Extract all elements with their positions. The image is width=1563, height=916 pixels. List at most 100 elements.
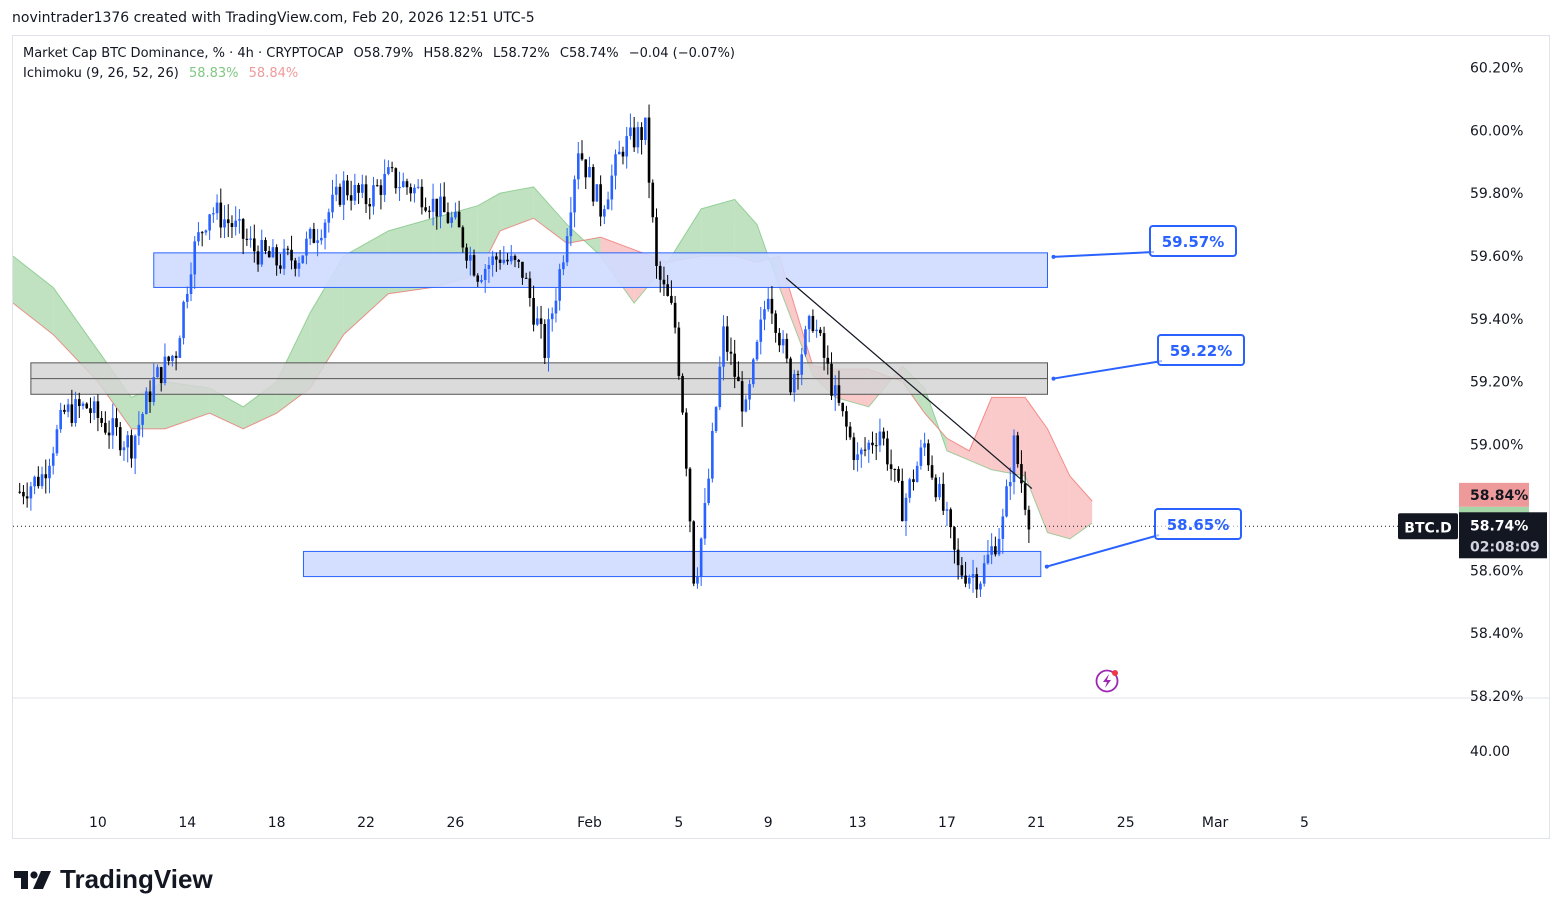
tag-symbol[interactable]: BTC.D [1398,513,1458,540]
ichimoku-cloud-segment [946,438,970,461]
x-tick-label: 21 [1027,815,1045,831]
candle-body [431,198,435,212]
candle-body [327,212,331,223]
candle-body [420,186,424,208]
candle-body [860,449,863,455]
candle-body [256,251,260,265]
level-callout[interactable]: 59.22% [1051,334,1245,381]
candle-body [591,166,595,202]
candle-body [759,319,763,342]
candle-body [804,329,807,355]
candle-body [506,259,509,262]
level-callout[interactable]: 58.65% [1044,508,1242,569]
candle-body [70,404,74,423]
candle-body [301,255,305,264]
candle-body [565,236,569,263]
candle-body [264,240,267,251]
legend-ichimoku-a: 58.83% [188,66,239,81]
legend-indicator-name[interactable]: Ichimoku (9, 26, 52, 26) [23,66,179,81]
candle-body [323,222,327,238]
legend-change: −0.04 (−0.07%) [628,46,736,61]
candle-body [74,399,77,423]
x-tick-label: 9 [764,815,773,831]
tag-symbol-label: BTC.D [1404,520,1451,536]
candle-body [949,509,952,528]
candle-body [77,399,81,407]
descending-trendline[interactable] [785,277,1033,490]
candle-body [536,318,539,325]
candle-body [904,497,908,522]
candle-body [346,180,349,196]
candle-body [100,417,103,423]
candle-body [979,583,982,590]
price-axis[interactable]: 60.20% 60.00% 59.80% 59.60% 59.40% 59.20% 59.0… [1470,60,1523,705]
tradingview-brand[interactable]: TradingView [14,864,213,895]
candle-body [789,358,792,393]
legend-symbol[interactable]: Market Cap BTC Dominance, % · 4h · CRYPT… [23,46,344,61]
candle-body [889,464,893,469]
legend-ichimoku-b: 58.84% [248,66,299,81]
candle-body [632,127,636,148]
candle-body [446,212,450,223]
ichimoku-cloud-segment [13,256,54,335]
candle-body [1012,435,1016,483]
chart-frame [12,35,1550,839]
candle-body [967,577,971,584]
level-callout[interactable]: 59.57% [1051,225,1237,259]
candle-body [1016,435,1020,465]
candle-body [185,293,189,302]
candle-body [260,240,264,265]
ichimoku-cloud-segment [734,199,758,263]
candle-body [863,449,867,451]
tag-last-price[interactable]: 58.74% 02:08:09 [1459,512,1547,559]
candle-body [867,442,871,450]
candle-body [811,315,815,332]
candle-body [487,264,491,269]
candle-body [312,228,316,243]
candle-body [461,227,465,248]
lower-pane-axis-label: 40.00 [1470,744,1510,760]
candle-body [833,385,837,396]
lower-support-zone[interactable] [302,550,1042,578]
ichimoku-cloud-segment [209,388,244,429]
candle-body [524,277,528,279]
candle-body [81,403,85,407]
callout-pointer [1046,534,1160,568]
ichimoku-cloud-segment [53,287,98,382]
lightning-alert-icon[interactable] [1095,669,1119,693]
candle-body [245,238,249,240]
callout-pointer [1053,360,1163,380]
candle-body [137,424,141,436]
x-tick-label: 17 [938,815,956,831]
candle-body [953,527,956,550]
candle-body [606,199,610,210]
candle-body [182,301,185,339]
candle-body [625,136,629,157]
candle-body [59,409,62,430]
candle-body [774,313,777,333]
candle-body [200,232,204,234]
candle-body [219,202,223,228]
candle-body [63,409,66,412]
candle-body [770,298,774,314]
tradingview-logo-icon [14,870,51,889]
candle-body [599,184,602,217]
candle-body [547,319,550,358]
candle-body [927,443,930,466]
callout-anchor [1051,376,1056,381]
candle-body [915,465,919,482]
candle-body [982,563,986,584]
candle-body [342,180,345,205]
candle-body [900,480,904,522]
candle-body [945,509,949,511]
time-axis[interactable]: 10 14 18 22 26 Feb 5 9 13 17 21 25 Mar 5 [89,815,1309,831]
candle-body [171,355,174,361]
candle-body [25,496,29,499]
upper-resistance-zone[interactable] [153,252,1049,288]
candle-body [569,212,573,237]
x-tick-label: 26 [446,815,464,831]
candle-body [617,151,621,155]
candle-body [320,237,323,241]
candle-body [684,412,688,469]
